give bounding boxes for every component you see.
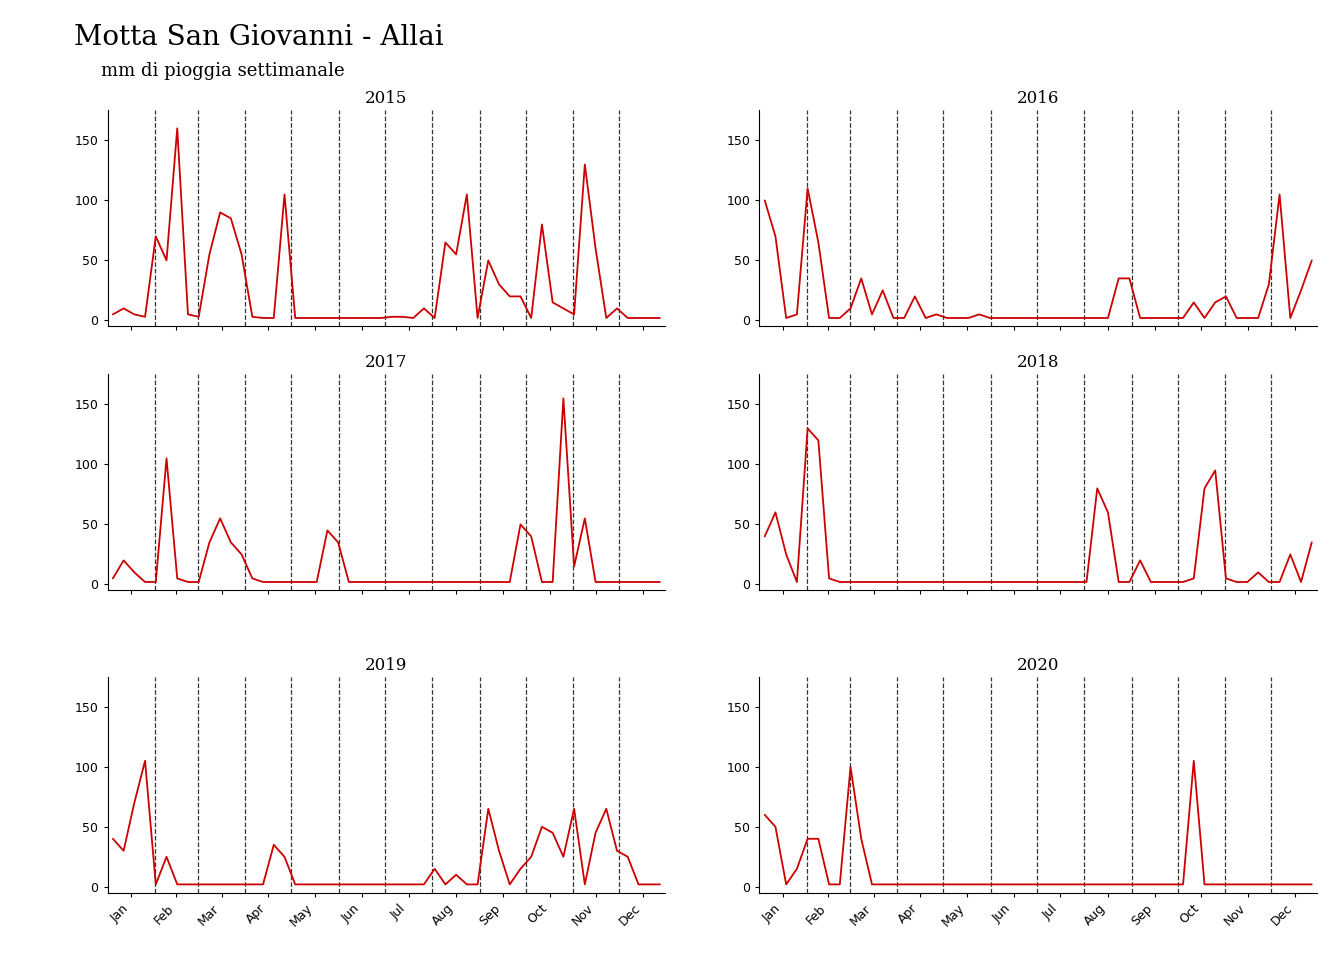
Title: 2018: 2018: [1017, 354, 1059, 372]
Title: 2017: 2017: [366, 354, 407, 372]
Text: Motta San Giovanni - Allai: Motta San Giovanni - Allai: [74, 24, 444, 51]
Title: 2015: 2015: [366, 90, 407, 108]
Title: 2016: 2016: [1017, 90, 1059, 108]
Text: mm di pioggia settimanale: mm di pioggia settimanale: [101, 62, 344, 81]
Title: 2020: 2020: [1017, 657, 1059, 674]
Title: 2019: 2019: [366, 657, 407, 674]
